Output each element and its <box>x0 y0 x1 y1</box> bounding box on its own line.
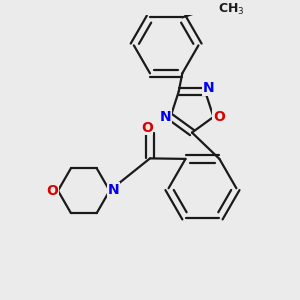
Text: O: O <box>141 121 153 135</box>
Text: O: O <box>213 110 225 124</box>
Text: N: N <box>160 110 171 124</box>
Text: CH$_3$: CH$_3$ <box>218 2 244 17</box>
Text: N: N <box>203 81 214 95</box>
Text: O: O <box>46 184 58 198</box>
Text: N: N <box>108 183 119 197</box>
